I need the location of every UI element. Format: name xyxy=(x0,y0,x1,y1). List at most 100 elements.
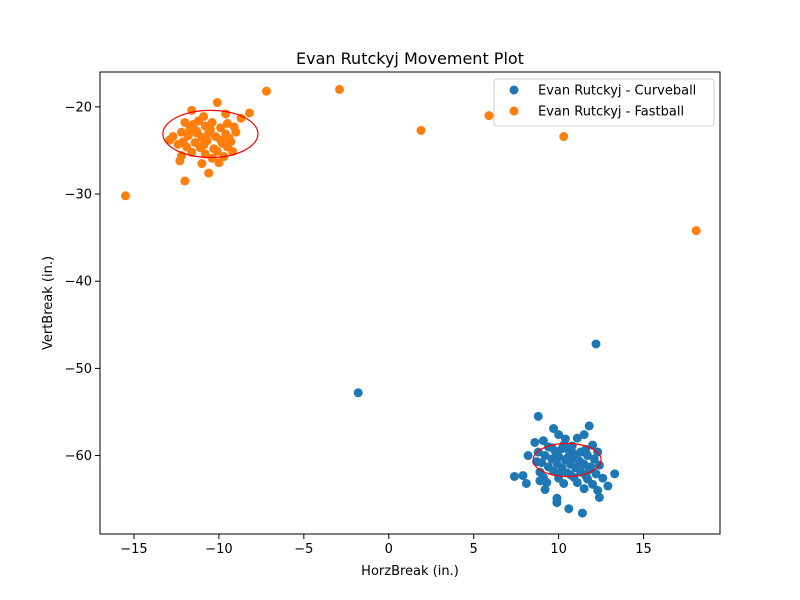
confidence-ellipse xyxy=(162,109,259,159)
chart-title: Evan Rutckyj Movement Plot xyxy=(296,49,524,68)
data-point xyxy=(207,118,217,128)
data-point xyxy=(523,451,533,461)
data-point xyxy=(416,125,426,135)
data-point xyxy=(204,168,214,178)
data-point xyxy=(559,478,569,488)
data-point xyxy=(521,478,531,488)
data-point xyxy=(226,137,236,147)
data-point xyxy=(555,467,565,477)
confidence-ellipse xyxy=(532,442,602,478)
x-tick-label: 10 xyxy=(550,542,567,557)
data-point xyxy=(603,481,613,491)
data-point xyxy=(530,437,540,447)
data-point xyxy=(216,123,226,133)
data-point xyxy=(335,84,345,94)
data-point xyxy=(598,473,608,483)
series-fastball xyxy=(120,84,701,236)
data-point xyxy=(537,458,547,468)
data-point xyxy=(554,451,564,461)
data-point xyxy=(549,424,559,434)
data-point xyxy=(572,433,582,443)
x-axis-label: HorzBreak (in.) xyxy=(361,564,459,579)
y-axis-label: VertBreak (in.) xyxy=(41,256,56,350)
data-point xyxy=(583,451,593,461)
data-point xyxy=(584,421,594,431)
data-point xyxy=(593,485,603,495)
legend-marker xyxy=(509,106,519,116)
data-point xyxy=(540,485,550,495)
data-point xyxy=(236,113,246,123)
data-point xyxy=(518,471,528,481)
data-point xyxy=(589,454,599,464)
data-point xyxy=(192,128,202,138)
data-point xyxy=(562,453,572,463)
x-tick-label: 0 xyxy=(385,542,393,557)
data-point xyxy=(212,146,222,156)
data-point xyxy=(538,436,548,446)
data-point xyxy=(212,98,222,108)
data-point xyxy=(542,478,552,488)
data-point xyxy=(197,159,207,169)
data-point xyxy=(120,191,130,201)
data-point xyxy=(566,470,576,480)
data-point xyxy=(549,466,559,476)
data-point xyxy=(591,339,601,349)
data-point xyxy=(576,447,586,457)
data-point xyxy=(207,153,217,163)
data-point xyxy=(216,135,226,145)
data-point xyxy=(187,147,197,157)
data-point xyxy=(564,504,574,514)
data-point xyxy=(572,478,582,488)
y-tick-label: −30 xyxy=(65,188,92,203)
data-point xyxy=(691,226,701,236)
data-point xyxy=(231,127,241,137)
legend-label: Evan Rutckyj - Fastball xyxy=(538,105,684,120)
confidence-ellipses xyxy=(162,109,602,478)
y-axis: −20 −30 −40 −50 −60 xyxy=(65,100,100,464)
x-tick-label: −10 xyxy=(205,542,232,557)
data-point xyxy=(185,125,195,135)
legend-marker xyxy=(509,85,519,95)
data-point xyxy=(173,139,183,149)
data-point xyxy=(552,498,562,508)
y-tick-label: −40 xyxy=(65,275,92,290)
data-point xyxy=(199,140,209,150)
y-tick-label: −60 xyxy=(65,449,92,464)
data-point xyxy=(559,132,569,142)
data-point xyxy=(509,471,519,481)
x-tick-label: −15 xyxy=(120,542,147,557)
legend-label: Evan Rutckyj - Curveball xyxy=(538,84,696,99)
plot-area xyxy=(99,71,721,535)
data-point xyxy=(579,430,589,440)
legend-box xyxy=(493,78,715,127)
data-point xyxy=(554,430,564,440)
data-point xyxy=(588,479,598,489)
x-axis: −15 −10 −5 0 5 10 15 xyxy=(120,534,652,557)
data-point xyxy=(244,108,254,118)
data-point xyxy=(610,469,620,479)
data-point xyxy=(353,388,363,398)
data-point xyxy=(214,158,224,168)
data-point xyxy=(594,492,604,502)
data-point xyxy=(533,411,543,421)
data-point xyxy=(165,135,175,145)
data-point xyxy=(559,440,569,450)
data-point xyxy=(261,86,271,96)
data-point xyxy=(484,111,494,121)
data-point xyxy=(540,451,550,461)
data-point xyxy=(577,458,587,468)
data-point xyxy=(535,476,545,486)
y-tick-label: −20 xyxy=(65,100,92,115)
x-tick-label: 5 xyxy=(470,542,478,557)
data-point xyxy=(591,469,601,479)
data-point xyxy=(175,156,185,166)
x-tick-label: 15 xyxy=(635,542,652,557)
data-point xyxy=(205,125,215,135)
data-point xyxy=(569,449,579,459)
x-tick-label: −5 xyxy=(294,542,313,557)
data-point xyxy=(579,484,589,494)
y-tick-label: −50 xyxy=(65,362,92,377)
data-point xyxy=(577,508,587,518)
data-point xyxy=(180,176,190,186)
data-point xyxy=(586,462,596,472)
